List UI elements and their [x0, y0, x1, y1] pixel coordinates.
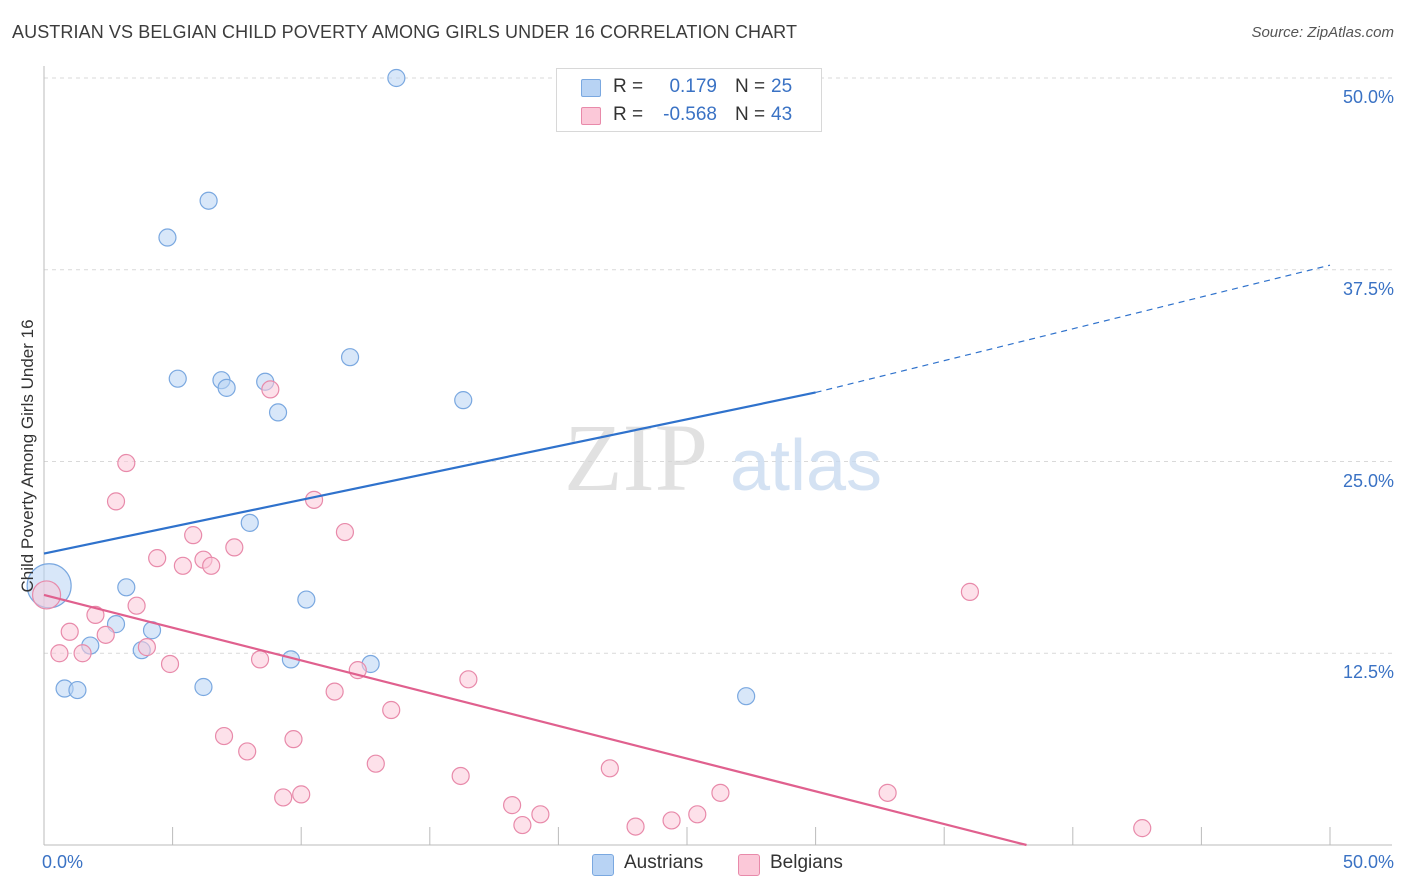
belgian-point [878, 783, 897, 802]
y-tick-label: 12.5% [1342, 662, 1394, 683]
series-swatch-belgians [738, 854, 760, 876]
austrian-point [340, 348, 360, 367]
legend-r-value: -0.568 [663, 104, 717, 125]
belgian-point [73, 644, 92, 663]
belgian-point [451, 766, 470, 786]
source-label: Source: ZipAtlas.com [1251, 24, 1394, 41]
y-tick-label: 37.5% [1342, 278, 1394, 299]
watermark-zip: ZIP [564, 404, 708, 511]
belgian-point [459, 670, 478, 689]
legend-row-austrians: R = 0.179 N = 25 [557, 73, 821, 101]
austrian-point [194, 677, 213, 697]
austrian-point [387, 68, 406, 88]
austrian-trend-line [43, 391, 816, 555]
legend-r-label: R = [613, 104, 644, 125]
belgian-point [711, 783, 730, 802]
belgian-point [173, 556, 192, 575]
belgian-point [292, 785, 311, 804]
austrian-point [117, 578, 136, 597]
belgian-point [626, 817, 645, 836]
series-label-austrians: Austrians [624, 852, 704, 873]
axis-layer [43, 66, 1392, 846]
legend-r-value: 0.179 [669, 76, 717, 97]
belgian-point [214, 726, 234, 746]
y-tick-label: 25.0% [1342, 470, 1394, 491]
belgian-point [106, 492, 126, 511]
belgian-point [688, 805, 707, 824]
belgian-point [96, 625, 115, 644]
austrian-trend-extension [815, 264, 1331, 394]
belgian-point [662, 811, 681, 830]
belgian-point [600, 759, 619, 778]
belgian-point [202, 556, 221, 575]
belgian-point [137, 638, 156, 657]
belgian-point [160, 654, 180, 674]
belgian-point [250, 650, 270, 669]
austrian-point [737, 687, 756, 706]
belgian-point [304, 490, 324, 509]
belgian-point [86, 605, 105, 625]
correlation-legend: R = 0.179 N = 25 R = -0.568 N = 43 [556, 68, 822, 132]
legend-n-value: 25 [771, 76, 793, 97]
x-tick-label-min: 0.0% [42, 852, 84, 872]
grid-layer [44, 77, 1392, 654]
belgian-point [117, 453, 136, 473]
belgian-point [531, 805, 550, 824]
belgian-point [335, 522, 355, 542]
belgian-point [325, 682, 344, 701]
x-tick-label-max: 50.0% [1342, 852, 1394, 872]
belgian-point [382, 700, 401, 720]
legend-swatch-austrians [581, 79, 601, 97]
belgian-trend-line [43, 593, 1027, 847]
austrian-point [240, 513, 259, 532]
belgian-point [960, 582, 980, 601]
belgian-point [225, 538, 244, 557]
austrian-point [199, 191, 218, 210]
chart-title: AUSTRIAN VS BELGIAN CHILD POVERTY AMONG … [12, 22, 798, 42]
belgian-point [274, 788, 293, 807]
series-swatch-austrians [592, 854, 614, 876]
austrian-point [268, 403, 288, 422]
belgian-point [1133, 819, 1152, 838]
legend-n-label: N = [735, 76, 766, 97]
belgian-point [284, 730, 303, 749]
trend-layer [43, 264, 1331, 847]
legend-n-label: N = [735, 104, 766, 125]
belgian-point [127, 596, 146, 615]
austrian-point [454, 391, 473, 410]
belgian-point [184, 526, 203, 545]
belgian-point [366, 754, 385, 773]
y-tick-label: 50.0% [1342, 87, 1394, 107]
belgian-point [513, 815, 532, 835]
series-label-belgians: Belgians [770, 852, 843, 873]
austrian-point [68, 680, 87, 700]
watermark-atlas: atlas [730, 426, 882, 506]
austrian-point [217, 378, 236, 397]
y-axis-label: Child Poverty Among Girls Under 16 [18, 319, 37, 593]
austrian-point [297, 590, 316, 609]
belgian-point [261, 380, 280, 399]
legend-swatch-belgians [581, 107, 601, 125]
austrian-point [158, 228, 177, 247]
belgian-point [148, 549, 167, 568]
legend-n-value: 43 [771, 104, 793, 125]
belgian-point [238, 742, 257, 761]
austrian-point [168, 369, 187, 388]
watermark: ZIP atlas [564, 404, 882, 511]
belgian-point [60, 622, 79, 641]
legend-row-belgians: R = -0.568 N = 43 [557, 101, 821, 129]
belgian-point [50, 644, 69, 663]
legend-r-label: R = [613, 76, 644, 97]
belgian-point [503, 796, 522, 815]
